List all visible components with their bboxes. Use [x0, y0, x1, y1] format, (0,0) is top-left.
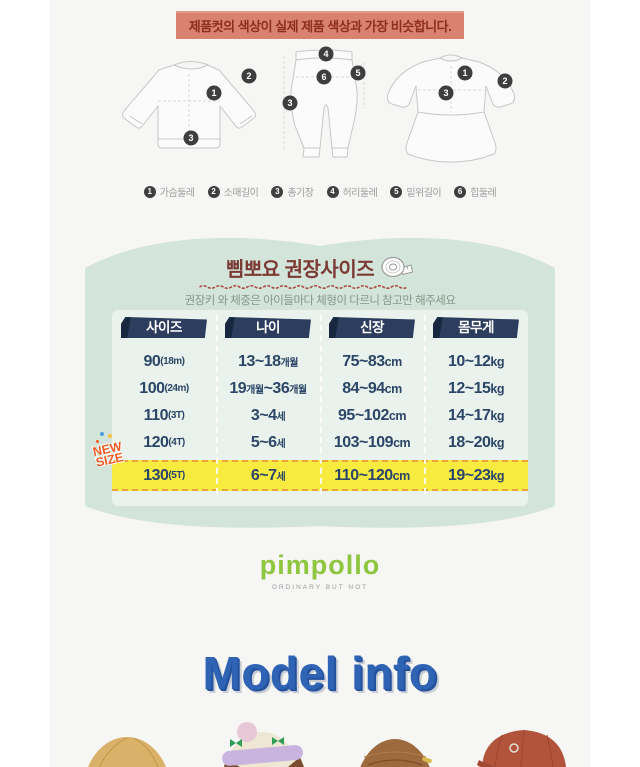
legend-label: 소매길이: [223, 188, 259, 199]
model-kid-beanie: [222, 722, 304, 767]
table-cell: 110 (3T): [143, 406, 185, 424]
column-header-height: 신장: [329, 317, 415, 338]
table-cell: 6~7 세: [250, 466, 286, 484]
column-divider: [424, 315, 426, 494]
column-header-weight: 몸무게: [433, 317, 519, 338]
column-divider: [320, 315, 322, 494]
table-cell: 12~15 kg: [447, 379, 505, 397]
legend-item: 1 가슴둘레: [143, 184, 195, 199]
model-kid-red-cap: [477, 729, 566, 767]
table-cell: 14~17 kg: [447, 406, 505, 424]
table-cell: 130 (5T): [143, 466, 185, 484]
svg-text:4: 4: [323, 49, 328, 59]
legend-label: 허리둘레: [342, 188, 378, 199]
table-cell: 84~94 cm: [342, 379, 402, 397]
model-kid-blonde: [88, 737, 166, 767]
svg-text:1: 1: [462, 68, 467, 78]
table-cell: 75~83 cm: [342, 352, 402, 370]
size-row: 90 (18m) 13~18 개월 75~83 cm 10~12 kg: [112, 348, 528, 375]
legend-number-icon: 3: [271, 185, 284, 198]
legend-number-icon: 2: [207, 185, 220, 198]
table-cell: 19 개월 ~36 개월: [229, 379, 307, 397]
legend-label: 밑위길이: [406, 188, 442, 199]
size-chart-subtitle: 권장키 와 체중은 아이들마다 체형이 다르니 참고만 해주세요: [184, 295, 456, 307]
size-table: 사이즈 나이 신장 몸무게 90 (18m) 13~18 개월 75~83 cm 10~12…: [92, 310, 528, 506]
model-photos-cropped: [88, 722, 566, 767]
table-cell: 110~120 cm: [334, 466, 410, 484]
table-cell: 120 (4T): [143, 433, 185, 451]
svg-text:6: 6: [321, 72, 326, 82]
column-header-size: 사이즈: [121, 317, 207, 338]
table-cell: 100 (24m): [139, 379, 189, 397]
confetti-dot: [108, 434, 112, 438]
size-row: 110 (3T) 3~4 세 95~102 cm 14~17 kg: [112, 402, 528, 429]
size-row: 120 (4T) 5~6 세 103~109 cm 18~20 kg: [112, 429, 528, 456]
marker-hip: 6: [316, 69, 332, 85]
legend-label: 힙둘레: [470, 188, 497, 199]
brand-name: pimpollo: [259, 550, 381, 580]
svg-text:1: 1: [211, 88, 216, 98]
marker-waist: 4: [318, 46, 334, 62]
color-notice-banner: 제품컷의 색상이 실제 제품 색상과 가장 비슷합니다.: [50, 11, 590, 39]
legend-label: 가슴둘레: [159, 188, 195, 199]
legend-item: 5 밑위길이: [390, 184, 442, 199]
measurement-legend: 1 가슴둘레 2 소매길이 3 총기장 4 허리둘레 5 밑위길이 6 힙둘레: [50, 184, 590, 199]
legend-number-icon: 5: [390, 185, 403, 198]
model-kid-brown-hair: [360, 739, 432, 767]
marker-chest: 1: [457, 65, 473, 81]
svg-text:3: 3: [443, 88, 448, 98]
legend-number-icon: 6: [454, 185, 467, 198]
legend-number-icon: 1: [143, 185, 156, 198]
svg-text:3: 3: [287, 98, 292, 108]
legend-label: 총기장: [287, 188, 314, 199]
content-column: 제품컷의 색상이 실제 제품 색상과 가장 비슷합니다. 1 2 3: [50, 0, 590, 767]
measuring-tape-icon: [381, 256, 414, 278]
table-cell: 18~20 kg: [447, 433, 505, 451]
table-cell: 10~12 kg: [447, 352, 505, 370]
size-row: 100 (24m) 19 개월 ~36 개월 84~94 cm 12~15 kg: [112, 375, 528, 402]
marker-sleeve: 2: [241, 68, 257, 84]
pants-line-drawing: 4 6 5 3: [282, 46, 366, 158]
table-cell: 13~18 개월: [238, 352, 298, 370]
svg-text:2: 2: [502, 76, 507, 86]
shirt-line-drawing: 1 2 3: [122, 61, 257, 149]
svg-text:2: 2: [246, 71, 251, 81]
legend-item: 6 힙둘레: [454, 184, 497, 199]
legend-item: 3 총기장: [271, 184, 314, 199]
color-notice-text: 제품컷의 색상이 실제 제품 색상과 가장 비슷합니다.: [175, 11, 465, 39]
table-cell: 90 (18m): [143, 352, 185, 370]
column-header-age: 나이: [225, 317, 311, 338]
model-info-heading: Model info: [202, 647, 438, 699]
table-cell: 19~23 kg: [447, 466, 505, 484]
table-cell: 3~4 세: [250, 406, 286, 424]
column-divider: [216, 315, 218, 494]
table-cell: 103~109 cm: [333, 433, 411, 451]
marker-length: 3: [438, 85, 454, 101]
marker-sleeve: 2: [497, 73, 513, 89]
table-cell: 5~6 세: [250, 433, 286, 451]
legend-item: 2 소매길이: [207, 184, 259, 199]
marker-length: 3: [282, 95, 298, 111]
svg-text:5: 5: [355, 68, 360, 78]
brand-tagline: ORDINARY BUT NOT: [271, 584, 369, 591]
table-cell: 95~102 cm: [338, 406, 406, 424]
marker-length: 3: [183, 130, 199, 146]
legend-item: 4 허리둘레: [326, 184, 378, 199]
marker-chest: 1: [206, 85, 222, 101]
size-chart-title: 삠뽀요 권장사이즈: [225, 258, 375, 281]
confetti-dot: [96, 440, 99, 443]
confetti-dot: [100, 432, 104, 436]
new-size-badge: NEW SIZE: [91, 439, 125, 470]
dress-line-drawing: 1 2 3: [387, 54, 515, 163]
legend-number-icon: 4: [326, 185, 339, 198]
size-chart-book: 삠뽀요 권장사이즈 권장키 와 체중은 아이들마다 체형이 다르니 참고만 해주…: [85, 228, 555, 543]
size-chart-title-row: 삠뽀요 권장사이즈: [85, 254, 555, 281]
brand-logo: pimpollo ORDINARY BUT NOT: [50, 550, 590, 591]
marker-rise: 5: [350, 65, 366, 81]
svg-text:3: 3: [188, 133, 193, 143]
size-table-header: 사이즈 나이 신장 몸무게: [112, 317, 528, 338]
title-underline-squiggle: [199, 284, 408, 290]
